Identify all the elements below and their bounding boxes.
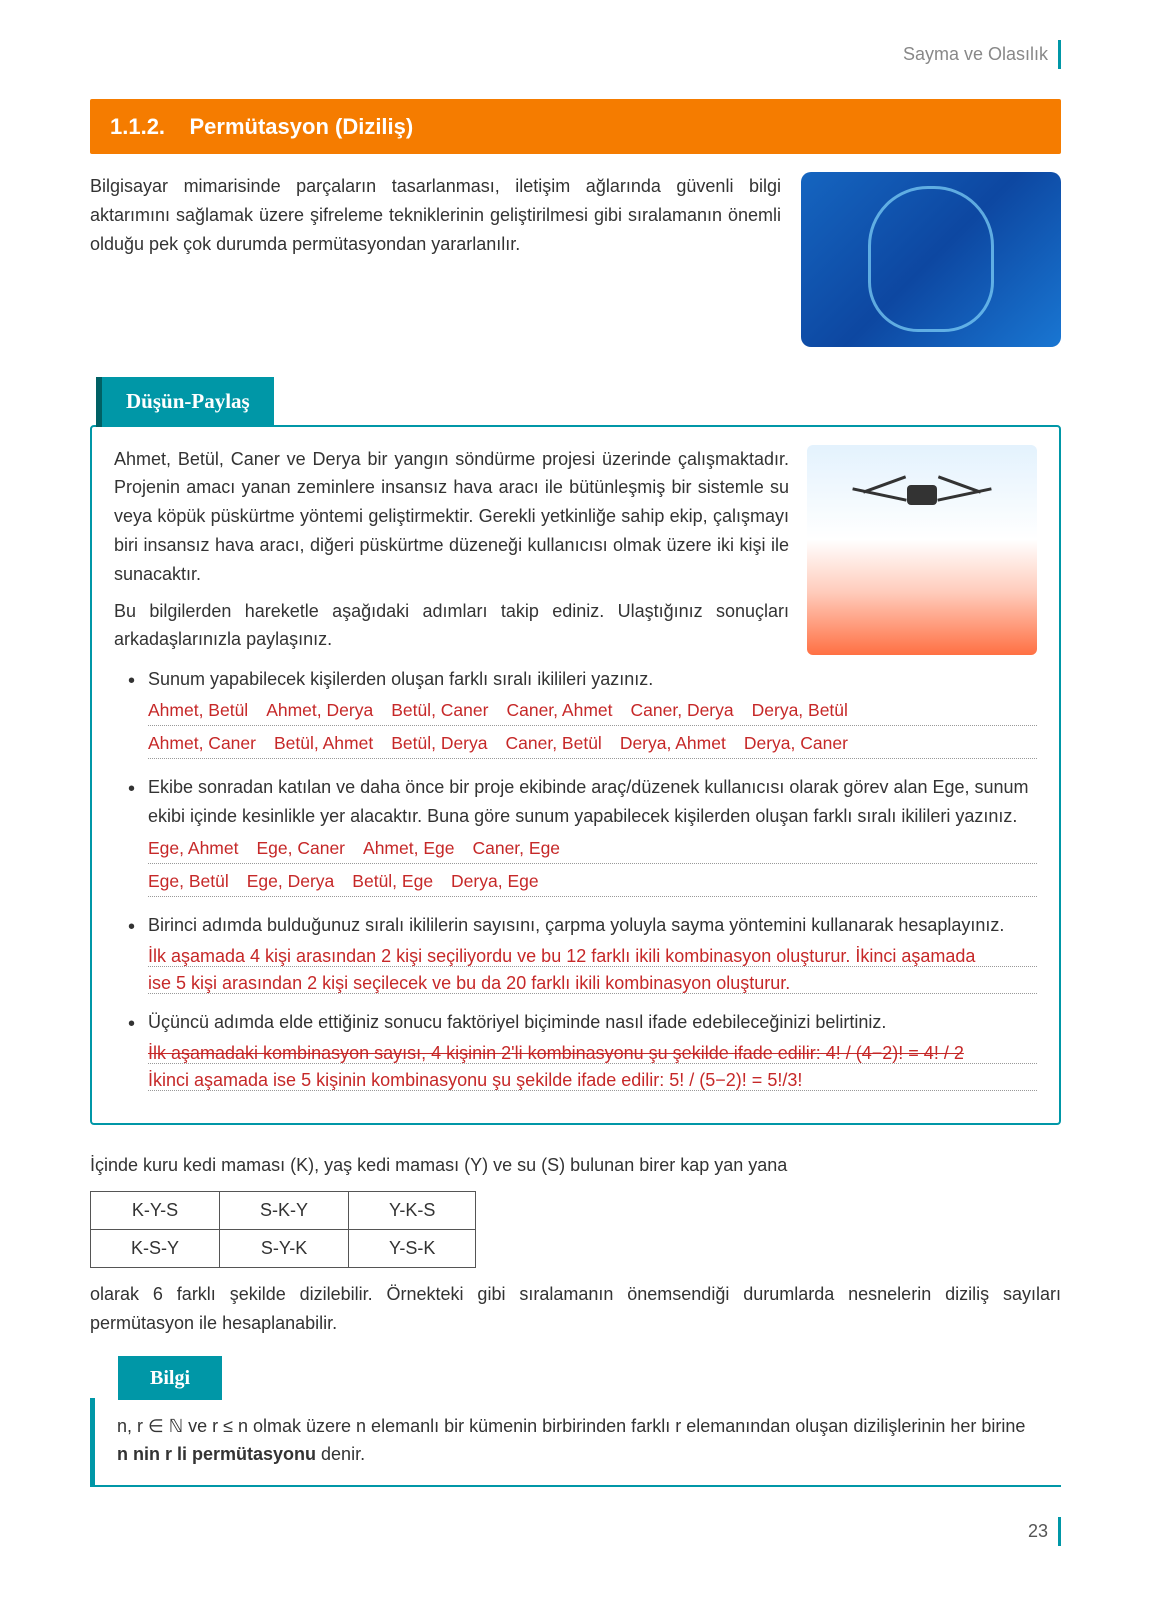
bullet-item: Üçüncü adımda elde ettiğiniz sonucu fakt… <box>128 1008 1037 1091</box>
answer: Betül, Caner <box>391 696 488 724</box>
answer-row-2: Ahmet, Caner Betül, Ahmet Betül, Derya C… <box>148 728 1037 759</box>
fingerprint-image <box>801 172 1061 347</box>
answer: Caner, Derya <box>631 696 734 724</box>
table-row: K-S-Y S-Y-K Y-S-K <box>91 1230 476 1268</box>
permutation-table: K-Y-S S-K-Y Y-K-S K-S-Y S-Y-K Y-S-K <box>90 1191 476 1268</box>
think-p2: Bu bilgilerden hareketle aşağıdaki adıml… <box>114 597 789 655</box>
table-cell: S-K-Y <box>220 1192 349 1230</box>
intro-block: Bilgisayar mimarisinde parçaların tasarl… <box>90 172 1061 347</box>
section-number: 1.1.2. <box>110 114 165 139</box>
chapter-label: Sayma ve Olasılık <box>90 40 1061 69</box>
answer: Betül, Derya <box>391 729 487 757</box>
page: Sayma ve Olasılık 1.1.2. Permütasyon (Di… <box>0 0 1151 1586</box>
table-cell: S-Y-K <box>220 1230 349 1268</box>
bullet2-text: Ekibe sonradan katılan ve daha önce bir … <box>148 777 1029 826</box>
answer-row-1: Ahmet, Betül Ahmet, Derya Betül, Caner C… <box>148 695 1037 726</box>
think-share-text: Ahmet, Betül, Caner ve Derya bir yangın … <box>114 445 789 655</box>
answer: Betül, Ege <box>352 867 433 895</box>
answer: Derya, Caner <box>744 729 848 757</box>
think-p1: Ahmet, Betül, Caner ve Derya bir yangın … <box>114 445 789 589</box>
info-bold: n nin r li permütasyonu <box>117 1444 316 1464</box>
answer: Derya, Betül <box>752 696 848 724</box>
section-header: 1.1.2. Permütasyon (Diziliş) <box>90 99 1061 154</box>
bullet-list: Sunum yapabilecek kişilerden oluşan fark… <box>114 665 1037 1091</box>
answer: Ege, Caner <box>256 834 345 862</box>
drone-image <box>807 445 1037 655</box>
answer-row-4: Ege, Betül Ege, Derya Betül, Ege Derya, … <box>148 866 1037 897</box>
answer: Ege, Derya <box>247 867 335 895</box>
answer: Ahmet, Ege <box>363 834 454 862</box>
answer-line: İlk aşamadaki kombinasyon sayısı, 4 kişi… <box>148 1037 1037 1064</box>
answer: Caner, Ege <box>472 834 560 862</box>
answer: Caner, Ahmet <box>506 696 612 724</box>
think-share-box: Ahmet, Betül, Caner ve Derya bir yangın … <box>90 425 1061 1125</box>
bullet3-text: Birinci adımda bulduğunuz sıralı ikilile… <box>148 915 1004 935</box>
answer-line: İkinci aşamada ise 5 kişinin kombinasyon… <box>148 1064 1037 1091</box>
intro-text: Bilgisayar mimarisinde parçaların tasarl… <box>90 172 781 347</box>
table-cell: K-Y-S <box>91 1192 220 1230</box>
answer: Ahmet, Derya <box>266 696 373 724</box>
info-box: n, r ∈ ℕ ve r ≤ n olmak üzere n elemanlı… <box>90 1398 1061 1488</box>
table-row: K-Y-S S-K-Y Y-K-S <box>91 1192 476 1230</box>
bullet-item: Sunum yapabilecek kişilerden oluşan fark… <box>128 665 1037 760</box>
bullet4-text: Üçüncü adımda elde ettiğiniz sonucu fakt… <box>148 1012 886 1032</box>
bullet-item: Birinci adımda bulduğunuz sıralı ikilile… <box>128 911 1037 994</box>
answer-line: ise 5 kişi arasından 2 kişi seçilecek ve… <box>148 967 1037 994</box>
answer: Caner, Betül <box>506 729 602 757</box>
table-cell: Y-K-S <box>349 1192 476 1230</box>
table-cell: K-S-Y <box>91 1230 220 1268</box>
body-text-2: olarak 6 farklı şekilde dizilebilir. Örn… <box>90 1280 1061 1338</box>
answer: Ege, Betül <box>148 867 229 895</box>
think-share-tab: Düşün-Paylaş <box>96 377 274 427</box>
answer: Ahmet, Betül <box>148 696 248 724</box>
answer: Betül, Ahmet <box>274 729 373 757</box>
answer: Ahmet, Caner <box>148 729 256 757</box>
info-text-1: n, r ∈ ℕ ve r ≤ n olmak üzere n elemanlı… <box>117 1416 1025 1436</box>
table-cell: Y-S-K <box>349 1230 476 1268</box>
bullet1-text: Sunum yapabilecek kişilerden oluşan fark… <box>148 669 653 689</box>
answer: Derya, Ege <box>451 867 539 895</box>
info-text-2: denir. <box>316 1444 365 1464</box>
body-text-1: İçinde kuru kedi maması (K), yaş kedi ma… <box>90 1151 1061 1180</box>
answer-line: İlk aşamada 4 kişi arasından 2 kişi seçi… <box>148 940 1037 967</box>
answer: Ege, Ahmet <box>148 834 238 862</box>
answer-row-3: Ege, Ahmet Ege, Caner Ahmet, Ege Caner, … <box>148 833 1037 864</box>
bullet-item: Ekibe sonradan katılan ve daha önce bir … <box>128 773 1037 897</box>
info-tab: Bilgi <box>118 1356 222 1400</box>
answer: Derya, Ahmet <box>620 729 726 757</box>
section-title: Permütasyon (Diziliş) <box>190 114 414 139</box>
page-number: 23 <box>90 1517 1061 1546</box>
